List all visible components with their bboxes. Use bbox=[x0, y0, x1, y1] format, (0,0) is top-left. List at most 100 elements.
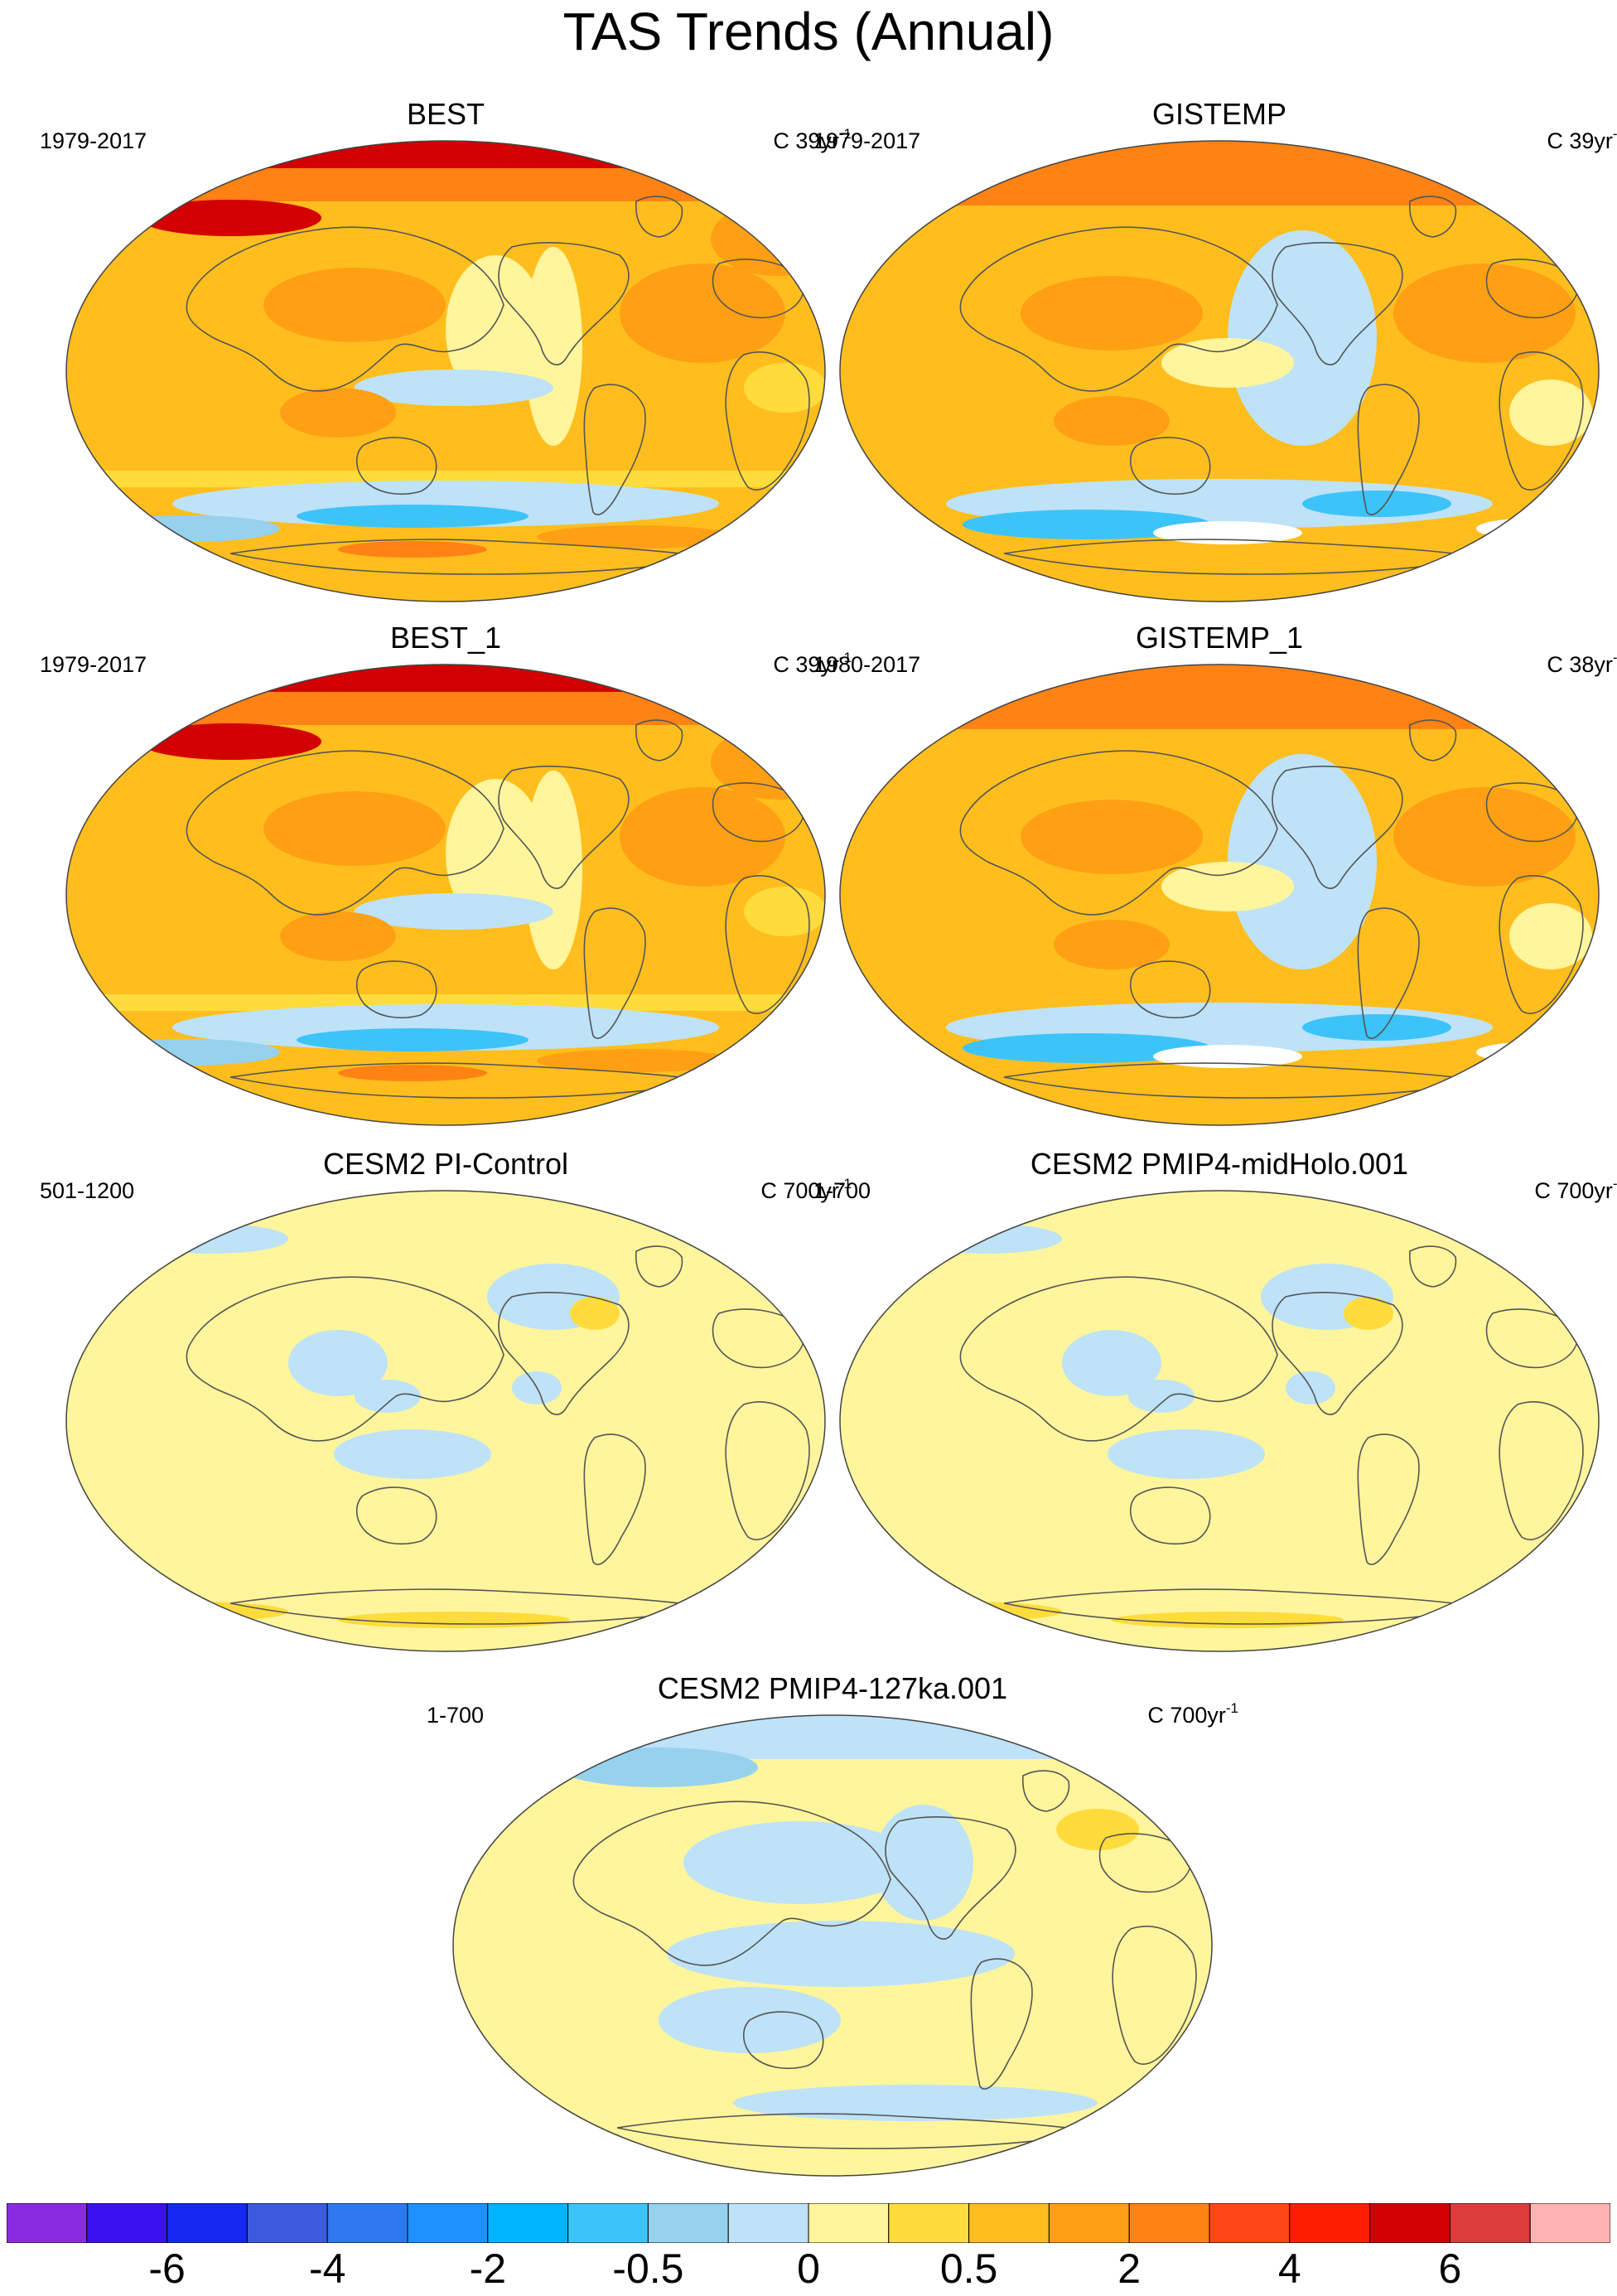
latitude-band bbox=[840, 141, 1599, 205]
anomaly-region bbox=[1344, 1297, 1393, 1330]
panel-title: GISTEMP_1 bbox=[1135, 621, 1304, 655]
coastline bbox=[1357, 1433, 1420, 1565]
colorbar-swatch bbox=[1529, 2203, 1610, 2243]
anomaly-region bbox=[98, 1039, 280, 1066]
coastline bbox=[712, 1308, 805, 1369]
coastline bbox=[1409, 1245, 1457, 1288]
panel-units: C 39yr-1 bbox=[1547, 126, 1617, 153]
colorbar-label: -6 bbox=[148, 2245, 186, 2292]
coastline bbox=[635, 719, 683, 761]
coastline bbox=[1272, 242, 1403, 365]
colorbar-label: -0.5 bbox=[612, 2245, 684, 2292]
map-border bbox=[839, 1190, 1600, 1652]
coastline bbox=[498, 242, 630, 365]
cool-pacific bbox=[1228, 754, 1377, 969]
colorbar-swatch bbox=[487, 2203, 569, 2243]
panel-years: 501-1200 bbox=[40, 1178, 135, 1203]
coastlines bbox=[186, 196, 810, 575]
coastline bbox=[1485, 782, 1579, 843]
anomaly-region bbox=[963, 510, 1211, 539]
anomaly-region bbox=[1056, 1809, 1139, 1850]
missing-data-region bbox=[1153, 521, 1302, 544]
panel-title: CESM2 PI-Control bbox=[322, 1147, 569, 1181]
colorbar-swatch bbox=[1128, 2203, 1210, 2243]
anomaly-region bbox=[1054, 920, 1170, 969]
anomaly-region bbox=[570, 1297, 620, 1330]
coastline bbox=[1499, 1401, 1584, 1540]
anomaly-region bbox=[1302, 1014, 1451, 1041]
anomaly-region bbox=[963, 1033, 1211, 1063]
cool-arctic-band bbox=[453, 1715, 1212, 1759]
panel-units: C 38yr-1 bbox=[1547, 650, 1617, 677]
panel-gistemp: GISTEMP 1979-2017 C 39yr-1 bbox=[813, 98, 1617, 628]
latitude-band bbox=[66, 1191, 825, 1651]
colorbar-swatch bbox=[1209, 2203, 1291, 2243]
coastlines bbox=[959, 719, 1584, 1099]
colorbar-swatch bbox=[727, 2203, 809, 2243]
anomaly-region bbox=[1062, 1330, 1161, 1396]
map-border bbox=[65, 1190, 826, 1652]
panel-cesm2-midholo: CESM2 PMIP4-midHolo.001 1-700 C 700yr-1 bbox=[813, 1148, 1617, 1678]
panel-units: C 700yr-1 bbox=[1147, 1700, 1238, 1728]
anomaly-region bbox=[1128, 1380, 1195, 1413]
latitude-band bbox=[840, 1191, 1599, 1651]
map-border bbox=[839, 664, 1600, 1126]
anomaly-region bbox=[263, 791, 446, 866]
colorbar-swatch bbox=[167, 2203, 248, 2243]
coastline bbox=[1272, 1292, 1403, 1415]
coastline bbox=[1112, 1926, 1197, 2065]
anomaly-region bbox=[1108, 1429, 1265, 1479]
colorbar-label: -4 bbox=[308, 2245, 346, 2292]
cool-pacific bbox=[446, 779, 545, 928]
world-map bbox=[65, 140, 826, 602]
panel-cesm2-127ka: CESM2 PMIP4-127ka.001 1-700 C 700yr-1 bbox=[427, 1672, 1238, 2202]
panel-years: 1979-2017 bbox=[813, 128, 921, 153]
coastline bbox=[742, 2011, 824, 2070]
anomaly-region bbox=[874, 1805, 973, 1921]
coastline bbox=[1485, 1308, 1579, 1369]
missing-data-region bbox=[1153, 1045, 1302, 1068]
missing-data-region bbox=[1476, 519, 1576, 539]
world-map bbox=[839, 1190, 1600, 1652]
anomaly-region bbox=[683, 1821, 915, 1904]
anomaly-region bbox=[263, 268, 446, 342]
colorbar-label: 0.5 bbox=[939, 2245, 998, 2292]
anomaly-region bbox=[863, 1602, 1062, 1622]
anomaly-region bbox=[297, 1028, 529, 1051]
anomaly-region bbox=[620, 787, 785, 887]
coastline bbox=[583, 384, 646, 515]
anomaly-region bbox=[744, 363, 825, 413]
coastline bbox=[1357, 907, 1420, 1039]
colorbar-swatch bbox=[86, 2203, 168, 2243]
anomaly-region bbox=[1302, 491, 1451, 517]
colorbar-swatch bbox=[1449, 2203, 1531, 2243]
panel-best-1: BEST_1 1979-2017 C 39yr-1 bbox=[40, 621, 852, 1152]
panel-title: BEST bbox=[406, 97, 485, 131]
coastline bbox=[1272, 766, 1403, 889]
anomaly-region bbox=[1509, 903, 1592, 969]
coastline bbox=[498, 766, 630, 889]
anomaly-region bbox=[334, 1429, 491, 1479]
coastline bbox=[1485, 259, 1579, 319]
coastline bbox=[1098, 1833, 1192, 1893]
anomaly-region bbox=[1161, 862, 1294, 911]
cool-pacific bbox=[446, 255, 545, 404]
anomaly-region bbox=[620, 263, 785, 363]
anomaly-region bbox=[1021, 276, 1203, 350]
anomaly-region bbox=[338, 541, 487, 558]
panel-units: C 700yr-1 bbox=[760, 1176, 852, 1203]
world-map bbox=[839, 664, 1600, 1126]
coastline bbox=[725, 351, 810, 491]
coastline bbox=[635, 1245, 683, 1288]
anomaly-region bbox=[89, 1602, 288, 1622]
coastline bbox=[572, 1801, 891, 1966]
panel-best: BEST 1979-2017 C 39yr-1 bbox=[40, 98, 852, 628]
colorbar-swatch bbox=[647, 2203, 729, 2243]
anomaly-region bbox=[733, 2085, 1098, 2121]
panel-years: 1979-2017 bbox=[40, 652, 147, 677]
anomaly-region bbox=[355, 370, 553, 406]
anomaly-region bbox=[1112, 1612, 1344, 1628]
coastline bbox=[186, 1276, 504, 1442]
anomaly-region bbox=[1393, 787, 1576, 887]
map-border bbox=[839, 140, 1600, 602]
